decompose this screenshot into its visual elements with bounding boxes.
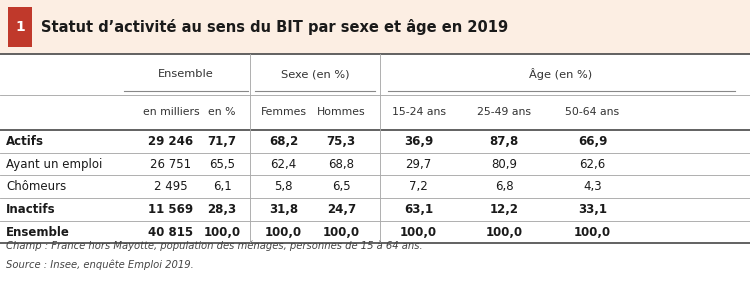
Text: 75,3: 75,3	[327, 135, 356, 148]
Text: 1: 1	[15, 20, 25, 34]
Text: 29 246: 29 246	[148, 135, 194, 148]
Text: 62,6: 62,6	[579, 158, 606, 171]
Text: 7,2: 7,2	[410, 180, 428, 193]
Text: Hommes: Hommes	[317, 108, 365, 117]
Text: Statut d’activité au sens du BIT par sexe et âge en 2019: Statut d’activité au sens du BIT par sex…	[41, 19, 508, 35]
Text: Sexe (en %): Sexe (en %)	[280, 69, 350, 79]
Text: Actifs: Actifs	[6, 135, 44, 148]
Text: 100,0: 100,0	[203, 226, 241, 239]
Text: 2 495: 2 495	[154, 180, 188, 193]
Text: 100,0: 100,0	[485, 226, 523, 239]
Text: 25-49 ans: 25-49 ans	[477, 108, 531, 117]
Text: Femmes: Femmes	[260, 108, 307, 117]
Text: 6,5: 6,5	[332, 180, 350, 193]
Text: 6,8: 6,8	[495, 180, 513, 193]
Text: 28,3: 28,3	[208, 203, 236, 216]
Text: 29,7: 29,7	[406, 158, 432, 171]
FancyBboxPatch shape	[8, 7, 32, 47]
Text: 80,9: 80,9	[491, 158, 517, 171]
Text: 100,0: 100,0	[265, 226, 302, 239]
Text: Inactifs: Inactifs	[6, 203, 56, 216]
Text: 68,8: 68,8	[328, 158, 354, 171]
FancyBboxPatch shape	[0, 0, 750, 54]
Text: en milliers: en milliers	[142, 108, 200, 117]
Text: 68,2: 68,2	[268, 135, 298, 148]
Text: 100,0: 100,0	[574, 226, 611, 239]
Text: 62,4: 62,4	[270, 158, 296, 171]
Text: 26 751: 26 751	[151, 158, 191, 171]
Text: 6,1: 6,1	[213, 180, 231, 193]
Text: 40 815: 40 815	[148, 226, 194, 239]
Text: 50-64 ans: 50-64 ans	[566, 108, 620, 117]
Text: 71,7: 71,7	[208, 135, 236, 148]
Text: 11 569: 11 569	[148, 203, 194, 216]
Text: Ensemble: Ensemble	[6, 226, 70, 239]
Text: 36,9: 36,9	[404, 135, 433, 148]
Text: 24,7: 24,7	[327, 203, 356, 216]
Text: 87,8: 87,8	[490, 135, 519, 148]
Text: 31,8: 31,8	[269, 203, 298, 216]
Text: Ayant un emploi: Ayant un emploi	[6, 158, 102, 171]
Text: 100,0: 100,0	[322, 226, 360, 239]
Text: 63,1: 63,1	[404, 203, 433, 216]
Text: 100,0: 100,0	[400, 226, 437, 239]
Text: 65,5: 65,5	[209, 158, 235, 171]
Text: 66,9: 66,9	[578, 135, 608, 148]
Text: Ensemble: Ensemble	[158, 69, 214, 79]
Text: 4,3: 4,3	[584, 180, 602, 193]
Text: 15-24 ans: 15-24 ans	[392, 108, 445, 117]
Text: 5,8: 5,8	[274, 180, 292, 193]
Text: 12,2: 12,2	[490, 203, 518, 216]
Text: Âge (en %): Âge (en %)	[530, 68, 592, 80]
Text: Chômeurs: Chômeurs	[6, 180, 66, 193]
Text: Champ : France hors Mayotte, population des ménages, personnes de 15 à 64 ans.: Champ : France hors Mayotte, population …	[6, 241, 423, 252]
Text: en %: en %	[209, 108, 236, 117]
Text: 33,1: 33,1	[578, 203, 607, 216]
Text: Source : Insee, enquête Emploi 2019.: Source : Insee, enquête Emploi 2019.	[6, 259, 194, 270]
